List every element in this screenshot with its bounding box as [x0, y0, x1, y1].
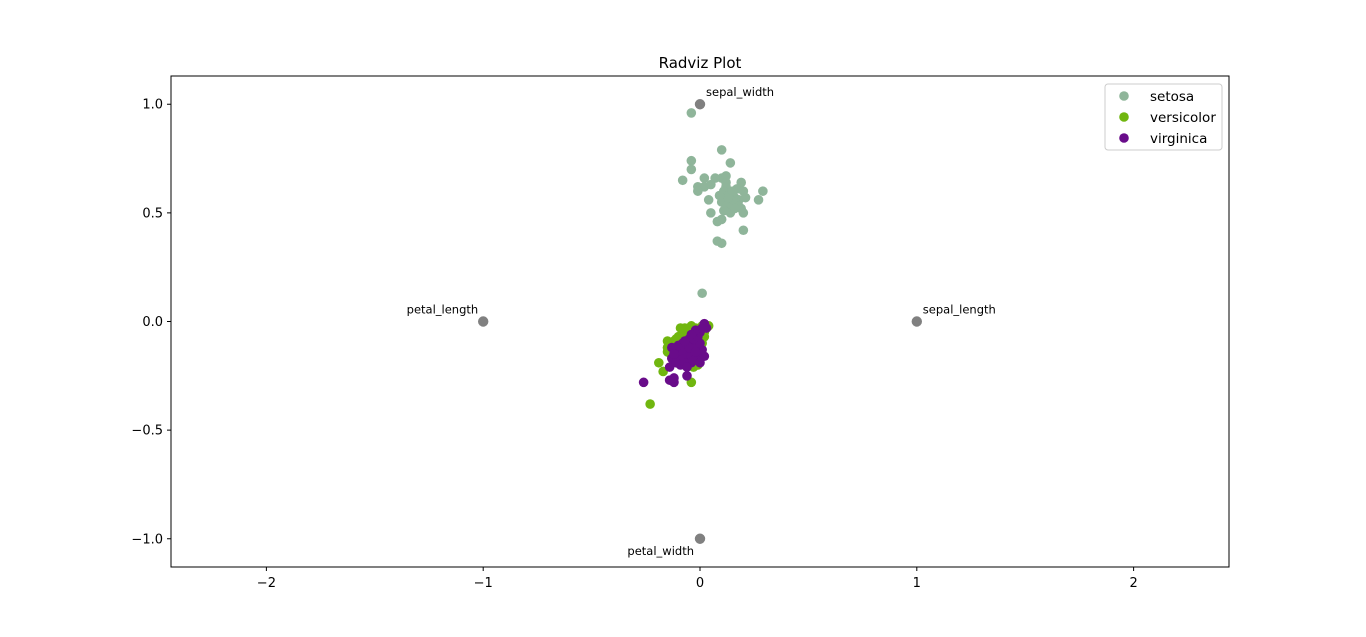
point-setosa [686, 108, 697, 118]
point-setosa [758, 186, 768, 196]
legend: setosa versicolor virginica [1104, 83, 1223, 151]
point-setosa [740, 192, 751, 203]
point-versicolor [675, 323, 686, 333]
point-setosa [703, 195, 714, 205]
point-versicolor [654, 357, 664, 368]
point-setosa [697, 288, 707, 299]
y-tick-label: 0.5 [142, 206, 163, 221]
data-points [638, 108, 768, 409]
legend-label-versicolor: versicolor [1150, 110, 1216, 126]
point-setosa [753, 195, 764, 205]
anchor-sepal_width [694, 99, 706, 110]
legend-marker-setosa [1119, 91, 1129, 101]
point-setosa [729, 203, 740, 214]
point-setosa [721, 177, 731, 188]
y-tick-label: −1.0 [131, 532, 163, 547]
point-virginica [680, 336, 690, 346]
point-setosa [738, 225, 749, 236]
point-versicolor [645, 399, 655, 409]
anchor-petal_length [477, 316, 489, 327]
point-setosa [716, 238, 727, 249]
x-tick-label: −2 [257, 576, 276, 591]
x-tick-label: 2 [1129, 576, 1137, 591]
y-tick-label: 1.0 [142, 98, 163, 113]
point-virginica [682, 371, 692, 381]
x-tick-label: 1 [913, 576, 921, 591]
anchor-petal_width [694, 533, 706, 544]
x-axis: −2 −1 0 1 2 [257, 567, 1138, 591]
chart-title: Radviz Plot [659, 54, 742, 72]
point-setosa [706, 208, 716, 218]
point-setosa [727, 186, 738, 196]
anchor-label-petal_length: petal_length [407, 303, 479, 317]
anchor-label-petal_width: petal_width [627, 544, 694, 558]
point-virginica [690, 347, 701, 357]
x-tick-label: −1 [474, 576, 493, 591]
legend-marker-virginica [1119, 133, 1129, 143]
point-virginica [669, 373, 679, 383]
point-setosa [725, 158, 736, 168]
point-setosa [712, 216, 723, 227]
point-setosa [686, 164, 697, 175]
y-tick-label: −0.5 [131, 424, 163, 439]
anchor-label-sepal_width: sepal_width [706, 85, 774, 99]
legend-label-virginica: virginica [1150, 131, 1207, 147]
point-virginica [695, 357, 705, 368]
point-setosa [699, 173, 710, 183]
point-virginica [671, 357, 681, 368]
x-tick-label: 0 [696, 576, 704, 591]
point-setosa [714, 190, 725, 201]
point-virginica [682, 362, 692, 372]
legend-marker-versicolor [1119, 112, 1129, 122]
point-virginica [686, 329, 697, 340]
point-virginica [701, 323, 712, 333]
point-setosa [716, 145, 727, 155]
anchor-sepal_length [911, 316, 923, 327]
point-setosa [677, 175, 688, 186]
legend-box [1104, 83, 1223, 151]
point-virginica [669, 349, 679, 359]
point-setosa [686, 155, 697, 166]
y-axis: −1.0 −0.5 0.0 0.5 1.0 [131, 98, 171, 547]
point-virginica [638, 377, 649, 388]
anchor-points: sepal_length sepal_width petal_lengthpetal… [407, 85, 996, 558]
point-setosa [706, 179, 716, 190]
y-tick-label: 0.0 [142, 315, 163, 330]
anchor-label-sepal_length: sepal_length [923, 303, 996, 317]
legend-label-setosa: setosa [1150, 89, 1194, 105]
point-setosa [693, 186, 703, 196]
